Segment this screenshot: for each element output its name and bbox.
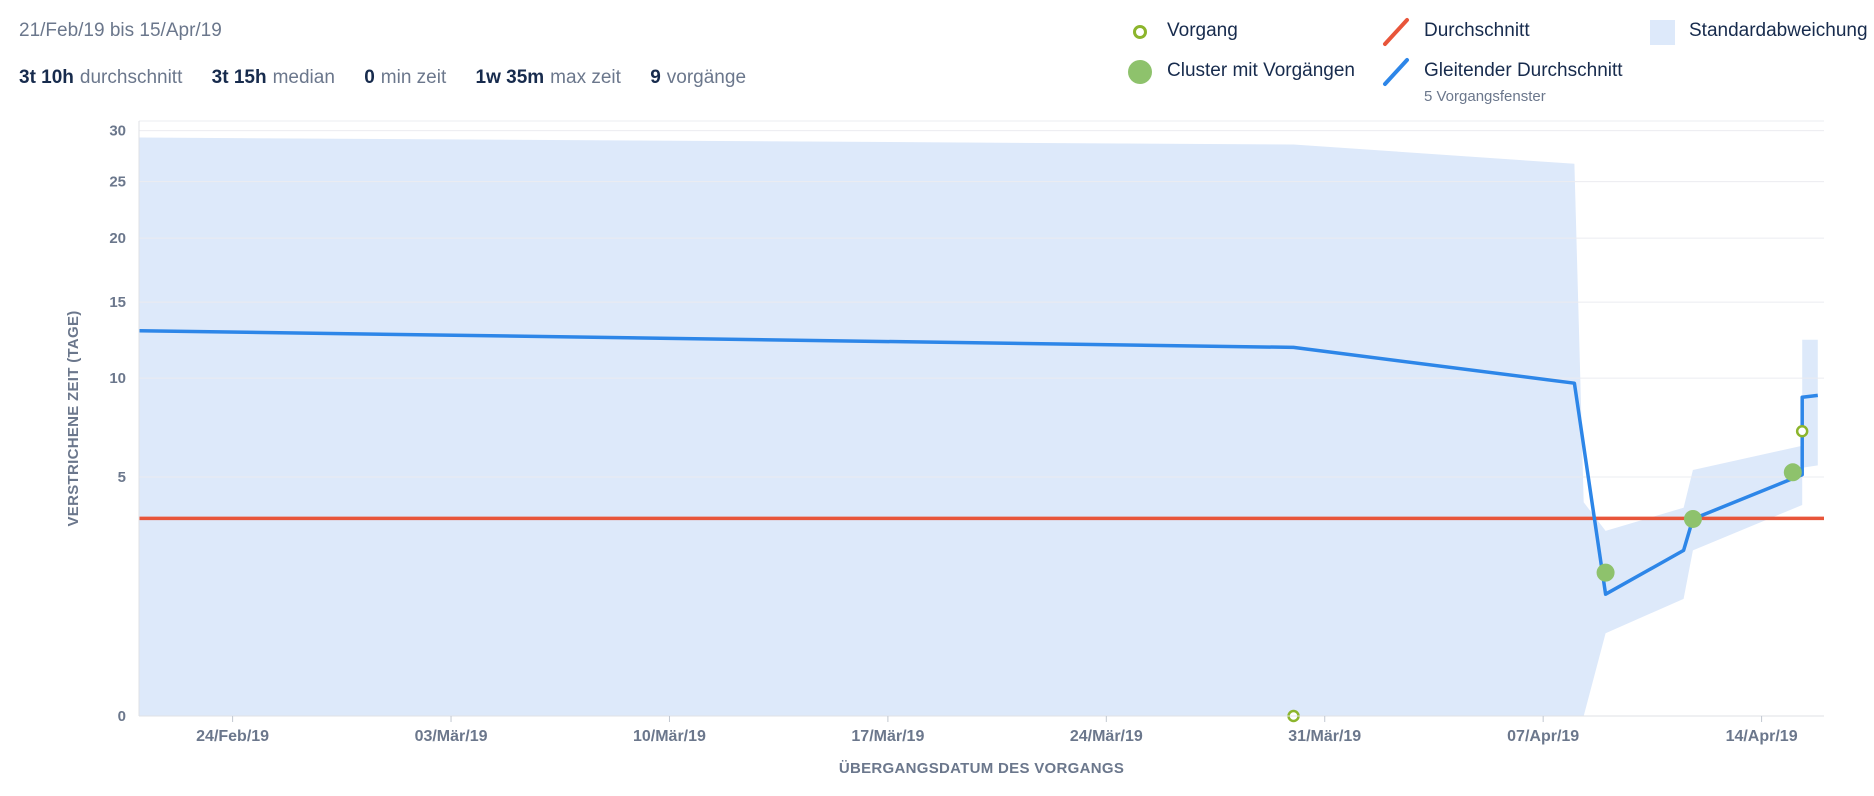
cluster-point[interactable] [1596, 563, 1615, 582]
stat-min-label: min zeit [380, 67, 447, 88]
x-tick-label: 17/Mär/19 [851, 728, 924, 745]
x-tick-label: 03/Mär/19 [415, 728, 488, 745]
stats-row: 3t 10h durchschnitt 3t 15h median 0 min zei… [19, 67, 770, 89]
y-tick-label: 30 [109, 123, 126, 140]
legend-cluster-swatch [1128, 60, 1152, 84]
y-tick-label: 15 [109, 294, 126, 311]
cluster-point[interactable] [1683, 509, 1702, 528]
stddev-band-layer [139, 137, 1818, 716]
x-tick-label: 31/Mär/19 [1288, 728, 1361, 745]
stat-count-value: 9 [650, 67, 661, 88]
y-tick-label: 25 [109, 174, 126, 191]
x-tick-label: 24/Mär/19 [1070, 728, 1143, 745]
rolling-average-line [138, 328, 1819, 596]
stat-min-value: 0 [364, 67, 375, 88]
legend-issue-swatch [1133, 25, 1147, 39]
issue-point[interactable] [1795, 424, 1809, 438]
legend-issue-label: Vorgang [1167, 20, 1238, 41]
lines-layer [138, 328, 1824, 596]
stat-median-label: median [272, 67, 335, 88]
x-tick-label: 24/Feb/19 [196, 728, 269, 745]
legend-rolling-sublabel: 5 Vorgangsfenster [1424, 88, 1546, 105]
stat-median: 3t 15h median [212, 67, 335, 88]
stat-max-label: max zeit [550, 67, 621, 88]
legend-average-label: Durchschnitt [1424, 20, 1530, 41]
y-tick-label: 0 [118, 708, 126, 725]
legend-rolling-swatch [1383, 58, 1409, 86]
stat-average: 3t 10h durchschnitt [19, 67, 182, 88]
stat-max: 1w 35m max zeit [476, 67, 621, 88]
y-tick-label: 20 [109, 230, 126, 247]
legend-rolling-label: Gleitender Durchschnitt [1424, 60, 1623, 81]
issue-point[interactable] [1287, 709, 1300, 723]
points-layer [1287, 424, 1809, 723]
x-tick-label: 07/Apr/19 [1507, 728, 1579, 745]
x-axis-title: ÜBERGANGSDATUM DES VORGANGS [839, 760, 1124, 777]
y-tick-label: 10 [109, 370, 126, 387]
legend-swatches [1128, 18, 1675, 86]
stat-count-label: vorgänge [666, 67, 747, 88]
y-tick-label: 5 [118, 469, 126, 486]
stat-median-value: 3t 15h [211, 67, 267, 88]
stddev-band [139, 137, 1818, 716]
grid-layer [139, 120, 1824, 478]
cluster-point[interactable] [1783, 463, 1802, 482]
date-range: 21/Feb/19 bis 15/Apr/19 [19, 20, 222, 41]
axes-layer: 0 5 10 15 20 25 30 24/Feb/19 03/Mär/19 10/Mär/19 1… [65, 121, 1824, 777]
x-tick-label: 10/Mär/19 [633, 728, 706, 745]
x-tick-label: 14/Apr/19 [1726, 728, 1798, 745]
legend-stddev-swatch [1650, 20, 1675, 45]
stat-max-value: 1w 35m [475, 67, 545, 88]
y-axis-title: VERSTRICHENE ZEIT (TAGE) [65, 310, 82, 526]
legend-average-swatch [1383, 18, 1409, 46]
stat-average-label: durchschnitt [79, 67, 183, 88]
stat-min: 0 min zeit [364, 67, 446, 88]
stat-average-value: 3t 10h [19, 67, 74, 88]
stat-count: 9 vorgänge [650, 67, 746, 88]
legend-stddev-label: Standardabweichung [1689, 20, 1868, 41]
legend-cluster-label: Cluster mit Vorgängen [1167, 60, 1355, 81]
